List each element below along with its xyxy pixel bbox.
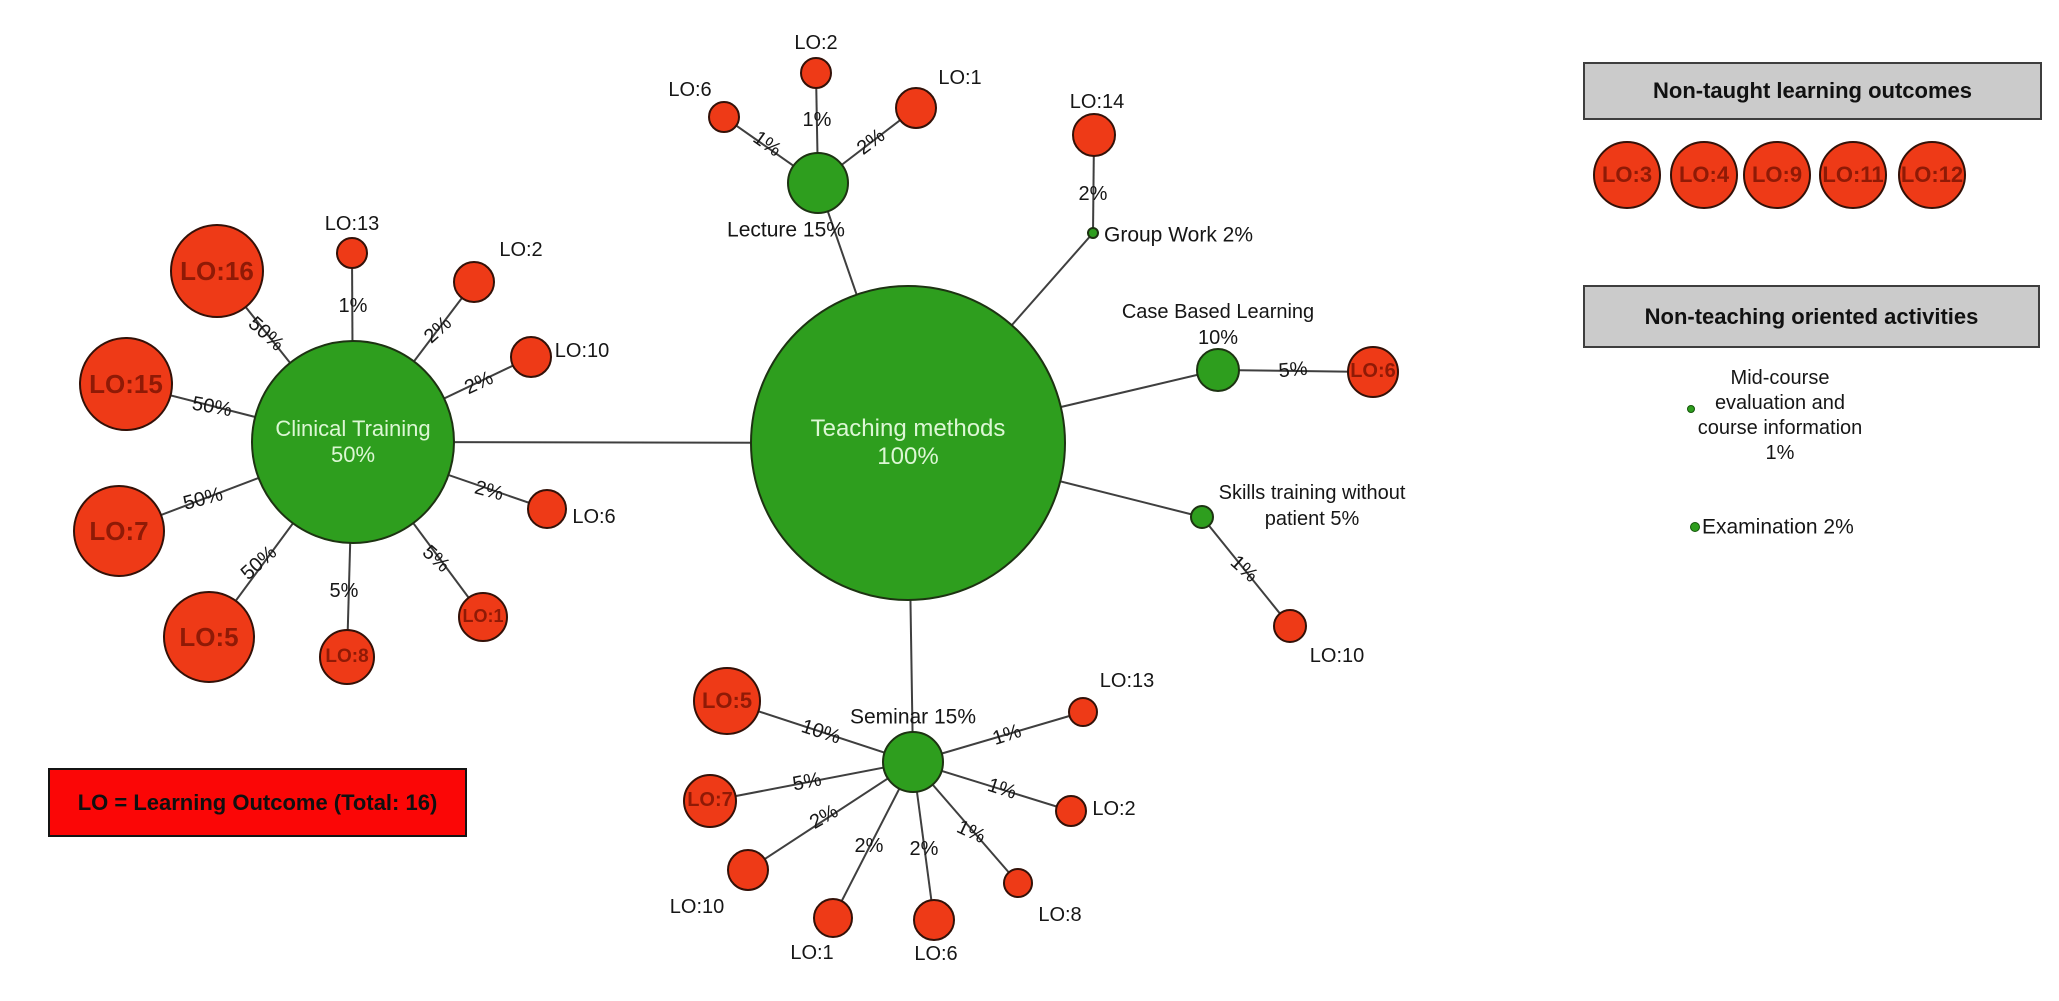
node-clinical: Clinical Training 50% (251, 340, 455, 544)
legend-label-legend-LO:12: LO:12 (1900, 162, 1964, 188)
edge-label-seminar-s-lo7: 5% (790, 768, 824, 796)
node-s-lo5: LO:5 (693, 667, 761, 735)
node-c-lo1: LO:1 (458, 592, 508, 642)
legend-label-legend-LO:3: LO:3 (1601, 162, 1653, 188)
node-l-lo6 (708, 101, 740, 133)
node-skills (1190, 505, 1214, 529)
edge-seminar-s-lo10 (747, 761, 914, 871)
node-s-lo2 (1055, 795, 1087, 827)
legend-non-taught-title: Non-taught learning outcomes (1653, 78, 1972, 103)
edge-label-groupwork-g-lo14: 2% (1078, 183, 1108, 205)
examination-label: Examination 2% (1702, 515, 1854, 539)
node-label-g-lo14: LO:14 (1069, 91, 1125, 113)
node-label-clinical: Clinical Training 50% (275, 416, 431, 467)
edge-label-seminar-s-lo6: 2% (909, 838, 939, 860)
edge-skills-k-lo10 (1201, 516, 1291, 627)
edge-label-cbl-b-lo6: 5% (1277, 357, 1309, 383)
node-c-lo13 (336, 237, 368, 269)
node-label-s-lo5: LO:5 (701, 688, 753, 714)
node-c-lo8: LO:8 (319, 629, 375, 685)
node-c-lo6 (527, 489, 567, 529)
note-box: LO = Learning Outcome (Total: 16) (48, 768, 467, 837)
legend-label-legend-LO:9: LO:9 (1751, 162, 1803, 188)
node-cbl (1196, 348, 1240, 392)
node-label-skills: Skills training without patient 5% (1218, 482, 1406, 530)
node-teaching: Teaching methods 100% (750, 285, 1066, 601)
node-label-s-lo8: LO:8 (1038, 904, 1082, 926)
node-label-s-lo2: LO:2 (1092, 798, 1136, 820)
mid-course-label: Mid-course evaluation and course informa… (1697, 367, 1863, 464)
legend-legend-LO:9: LO:9 (1743, 141, 1811, 209)
node-label-c-lo7: LO:7 (89, 515, 149, 546)
node-label-seminar: Seminar 15% (849, 705, 977, 729)
node-label-k-lo10: LO:10 (1309, 645, 1365, 667)
node-label-s-lo10: LO:10 (669, 896, 725, 918)
node-label-l-lo1: LO:1 (938, 67, 982, 89)
edge-label-seminar-s-lo1: 2% (854, 835, 884, 857)
mid-course-dot (1687, 405, 1695, 413)
node-groupwork (1087, 227, 1099, 239)
legend-label-legend-LO:4: LO:4 (1678, 162, 1730, 188)
note-text: LO = Learning Outcome (Total: 16) (77, 789, 438, 815)
legend-legend-LO:11: LO:11 (1819, 141, 1887, 209)
legend-legend-LO:12: LO:12 (1898, 141, 1966, 209)
node-c-lo10 (510, 336, 552, 378)
legend-non-taught-box: Non-taught learning outcomes (1583, 62, 2042, 120)
edge-seminar-s-lo7 (709, 761, 914, 802)
node-label-c-lo5: LO:5 (179, 621, 239, 652)
node-label-c-lo13: LO:13 (324, 213, 380, 235)
legend-label-legend-LO:11: LO:11 (1822, 162, 1884, 188)
node-c-lo7: LO:7 (73, 485, 165, 577)
node-label-lecture: Lecture 15% (727, 218, 845, 242)
node-l-lo1 (895, 87, 937, 129)
node-label-groupwork: Group Work 2% (1104, 223, 1253, 247)
node-label-c-lo8: LO:8 (325, 645, 369, 667)
node-label-teaching: Teaching methods 100% (810, 414, 1006, 470)
node-label-s-lo1: LO:1 (790, 942, 834, 964)
node-c-lo2 (453, 261, 495, 303)
node-label-c-lo15: LO:15 (89, 368, 163, 399)
node-c-lo15: LO:15 (79, 337, 173, 431)
examination-dot (1690, 522, 1700, 532)
edge-label-clinical-c-lo8: 5% (329, 580, 359, 602)
node-l-lo2 (800, 57, 832, 89)
node-lecture (787, 152, 849, 214)
node-label-c-lo1: LO:1 (462, 606, 504, 627)
legend-non-teaching-title: Non-teaching oriented activities (1644, 303, 1979, 329)
node-c-lo5: LO:5 (163, 591, 255, 683)
node-seminar (882, 731, 944, 793)
node-s-lo13 (1068, 697, 1098, 727)
edge-label-clinical-c-lo13: 1% (338, 295, 368, 317)
node-label-l-lo2: LO:2 (794, 32, 838, 54)
node-s-lo1 (813, 898, 853, 938)
node-label-s-lo13: LO:13 (1099, 670, 1155, 692)
legend-legend-LO:4: LO:4 (1670, 141, 1738, 209)
node-label-c-lo6: LO:6 (572, 506, 616, 528)
node-k-lo10 (1273, 609, 1307, 643)
node-c-lo16: LO:16 (170, 224, 264, 318)
node-g-lo14 (1072, 113, 1116, 157)
node-label-b-lo6: LO:6 (1350, 360, 1396, 383)
node-label-l-lo6: LO:6 (668, 79, 712, 101)
node-label-s-lo7: LO:7 (687, 789, 733, 812)
node-label-c-lo10: LO:10 (554, 340, 610, 362)
node-s-lo10 (727, 849, 769, 891)
node-label-cbl: Case Based Learning 10% (1121, 301, 1315, 349)
legend-legend-LO:3: LO:3 (1593, 141, 1661, 209)
node-label-s-lo6: LO:6 (914, 943, 958, 965)
node-s-lo8 (1003, 868, 1033, 898)
edge-label-lecture-l-lo2: 1% (802, 109, 832, 131)
legend-non-teaching-box: Non-teaching oriented activities (1583, 285, 2040, 348)
node-label-c-lo2: LO:2 (499, 239, 543, 261)
node-s-lo7: LO:7 (683, 774, 737, 828)
node-b-lo6: LO:6 (1347, 346, 1399, 398)
node-s-lo6 (913, 899, 955, 941)
node-label-c-lo16: LO:16 (180, 255, 254, 286)
